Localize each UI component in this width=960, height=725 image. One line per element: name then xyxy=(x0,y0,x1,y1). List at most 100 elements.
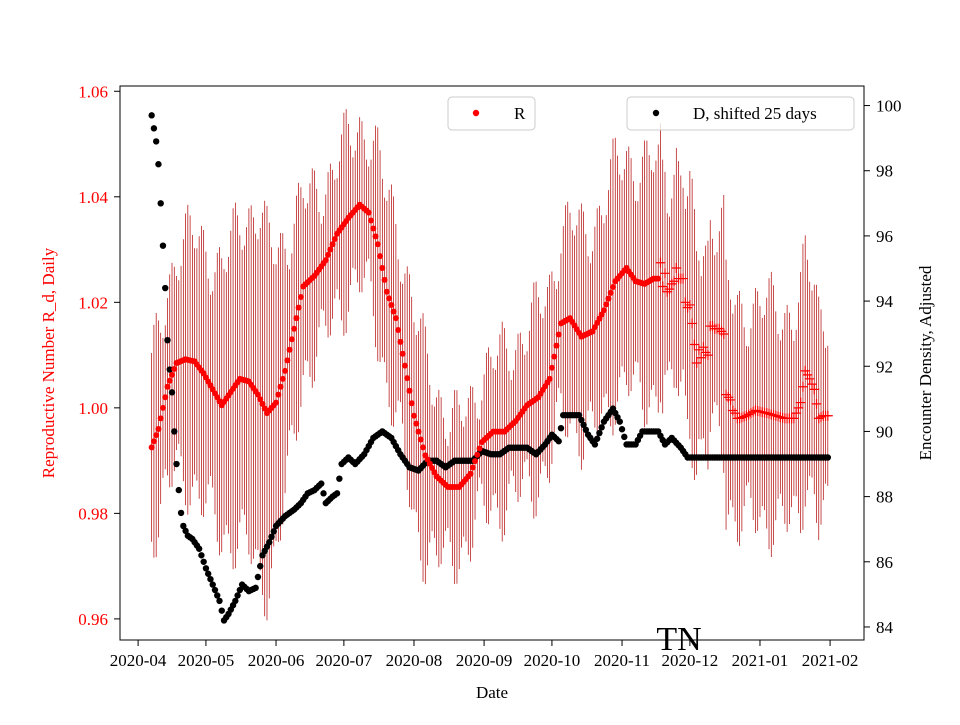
r-forecast-point-2020-11-25 xyxy=(671,263,682,274)
r-point-2020-07-23 xyxy=(390,308,397,315)
r-forecast-point-2020-12-15 xyxy=(716,326,727,337)
r-point-2020-07-22 xyxy=(388,301,395,308)
x-tick-label-0: 2020-04 xyxy=(110,651,167,670)
r-point-2020-05-25 xyxy=(257,396,264,403)
r-forecast-point-2020-12-27 xyxy=(743,409,754,420)
r-point-2020-06-12 xyxy=(297,294,304,301)
r-point-2020-10-03 xyxy=(553,342,560,349)
d-point-2020-10-16 xyxy=(582,426,590,434)
r-point-2020-07-12 xyxy=(365,209,372,216)
legend-r: R xyxy=(447,96,536,131)
legend-d-box xyxy=(626,96,855,131)
r-point-2020-08-04 xyxy=(417,436,424,443)
r-point-2020-04-16 xyxy=(169,371,176,378)
r-point-2020-07-13 xyxy=(368,217,375,224)
r-forecast-point-2020-12-06 xyxy=(696,352,707,363)
r-forecast-point-2021-01-06 xyxy=(766,409,777,420)
r-point-2020-07-14 xyxy=(370,225,377,232)
r-forecast-point-2020-12-20 xyxy=(727,405,738,416)
d-point-2020-04-15 xyxy=(166,366,173,373)
d-point-2020-06-22 xyxy=(320,490,327,497)
r-forecast-point-2021-01-23 xyxy=(804,373,815,384)
y-left-tick-label-5: 1.06 xyxy=(78,82,108,101)
d-point-2020-04-13 xyxy=(162,284,169,292)
r-forecast-point-2020-11-28 xyxy=(678,273,689,284)
r-point-2020-06-06 xyxy=(284,357,291,364)
r-forecast-point-2020-11-18 xyxy=(655,257,666,268)
d-point-2020-10-21 xyxy=(593,435,601,442)
chart-title: TN xyxy=(656,621,701,658)
r-point-2020-05-27 xyxy=(261,405,268,412)
r-point-2020-06-09 xyxy=(291,325,298,332)
r-forecast-point-2021-01-16 xyxy=(788,413,799,424)
r-forecast-point-2020-12-16 xyxy=(718,328,729,339)
x-tick-label-6: 2020-10 xyxy=(524,651,581,670)
r-point-2020-08-28 xyxy=(472,458,479,465)
r-point-2020-09-30 xyxy=(546,375,553,382)
r-point-2020-07-16 xyxy=(374,241,381,248)
y-axis-right-label: Encounter Density, Adjusted xyxy=(916,265,935,460)
error-bars-group xyxy=(151,109,829,621)
r-point-2020-10-04 xyxy=(555,331,562,338)
r-forecast-point-2020-12-17 xyxy=(721,389,732,400)
d-point-2020-06-28 xyxy=(333,490,341,497)
r-forecast-point-2021-01-26 xyxy=(811,398,822,409)
r-point-2020-10-24 xyxy=(600,307,607,314)
x-tick-label-10: 2021-02 xyxy=(802,651,859,670)
r-point-2020-07-19 xyxy=(381,276,388,283)
x-tick-label-8: 2020-12 xyxy=(662,651,719,670)
d-point-2020-10-31 xyxy=(616,418,623,425)
r-point-2020-08-30 xyxy=(476,445,483,452)
r-point-2020-10-25 xyxy=(603,301,610,308)
r-point-2020-06-02 xyxy=(275,391,282,398)
y-right-tick-label-8: 100 xyxy=(876,97,902,116)
r-forecast-point-2021-01-18 xyxy=(793,402,804,413)
y-axis-right-ticks: 84 86 88 90 92 94 96 98 100 xyxy=(864,97,902,637)
r-point-2020-06-11 xyxy=(295,304,302,311)
y-axis-left-ticks: 0.96 0.98 1.00 1.02 1.04 1.06 xyxy=(78,82,120,629)
r-point-2020-04-13 xyxy=(162,394,169,401)
x-tick-label-7: 2020-11 xyxy=(594,651,650,670)
d-point-2020-10-14 xyxy=(578,416,585,424)
r-forecast-point-2021-01-21 xyxy=(800,365,811,376)
d-point-2020-05-06 xyxy=(214,592,221,599)
r-point-2020-10-28 xyxy=(609,284,616,291)
y-left-tick-label-0: 0.96 xyxy=(78,610,108,629)
r-point-2020-07-28 xyxy=(401,362,408,369)
d-point-2020-04-08 xyxy=(150,125,158,132)
y-right-tick-label-6: 96 xyxy=(876,227,893,246)
y-left-tick-label-2: 1.00 xyxy=(78,399,108,418)
r-point-2020-08-27 xyxy=(469,464,476,471)
r-point-2020-06-25 xyxy=(327,246,334,253)
legend-r-marker xyxy=(472,109,480,117)
y-right-tick-label-3: 90 xyxy=(876,422,893,441)
r-point-2020-06-05 xyxy=(282,367,289,374)
r-forecast-point-2021-01-19 xyxy=(795,397,806,408)
x-axis-label: Date xyxy=(476,683,508,702)
r-forecast-point-2021-01-17 xyxy=(791,408,802,419)
d-point-2020-04-09 xyxy=(152,138,160,145)
d-point-2020-04-10 xyxy=(155,161,162,168)
r-forecast-point-2021-01-11 xyxy=(777,412,788,423)
legend-d: D, shifted 25 days xyxy=(626,96,855,131)
r-forecast-point-2020-12-24 xyxy=(736,412,747,423)
r-forecast-group xyxy=(655,257,833,424)
d-point-2020-04-19 xyxy=(175,486,182,494)
d-point-2020-10-22 xyxy=(596,429,603,437)
r-point-2020-07-21 xyxy=(386,295,393,302)
r-forecast-point-2021-01-05 xyxy=(764,408,775,419)
r-forecast-point-2020-12-14 xyxy=(714,323,725,334)
legend-r-label: R xyxy=(514,104,526,123)
r-point-2020-07-25 xyxy=(395,327,402,334)
d-point-2020-10-15 xyxy=(580,421,587,429)
r-point-2020-07-17 xyxy=(377,253,384,260)
r-forecast-point-2021-01-04 xyxy=(761,408,772,419)
legend-d-marker xyxy=(652,109,660,117)
r-forecast-point-2020-12-25 xyxy=(739,411,750,422)
r-point-2020-08-29 xyxy=(474,451,481,458)
r-forecast-point-2020-12-18 xyxy=(723,392,734,403)
r-point-2020-04-17 xyxy=(171,365,178,372)
y-right-tick-label-5: 94 xyxy=(876,292,894,311)
r-forecast-point-2020-12-09 xyxy=(702,350,713,361)
